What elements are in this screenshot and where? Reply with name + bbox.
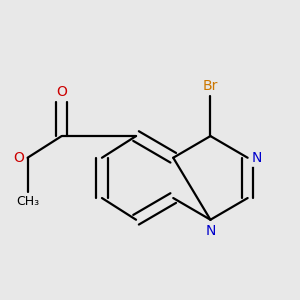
Text: O: O <box>56 85 67 99</box>
Text: O: O <box>13 151 24 165</box>
Text: N: N <box>205 224 216 239</box>
Text: CH₃: CH₃ <box>16 195 39 208</box>
Text: N: N <box>251 151 262 165</box>
Text: Br: Br <box>203 79 218 93</box>
